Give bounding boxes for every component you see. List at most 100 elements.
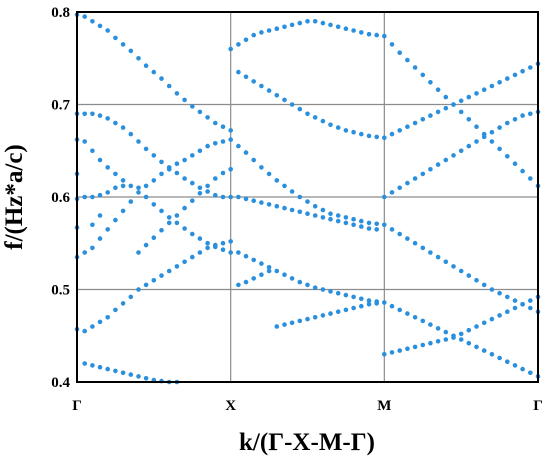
data-point-0-269 — [397, 307, 403, 313]
data-point-0-371 — [528, 370, 533, 376]
data-point-0-27 — [97, 157, 103, 163]
y-tick-label-1: 0.5 — [51, 283, 70, 299]
data-point-0-123 — [205, 183, 210, 189]
data-point-0-298 — [428, 340, 433, 346]
data-point-0-139 — [228, 194, 233, 200]
data-point-0-328 — [466, 327, 472, 333]
data-point-0-147 — [236, 42, 241, 47]
data-point-0-347 — [497, 355, 502, 361]
data-point-0-261 — [382, 33, 387, 39]
data-point-0-318 — [458, 268, 464, 274]
data-point-0-218 — [328, 122, 333, 128]
data-point-0-360 — [512, 298, 518, 303]
data-point-0-316 — [451, 335, 456, 340]
data-point-0-122 — [205, 115, 210, 120]
data-point-0-320 — [458, 98, 464, 104]
data-point-0-167 — [266, 265, 272, 270]
data-point-0-351 — [497, 146, 502, 152]
data-point-0-223 — [335, 218, 341, 224]
data-point-0-193 — [297, 209, 303, 215]
data-point-0-280 — [405, 346, 410, 352]
data-point-0-185 — [289, 276, 295, 281]
data-point-0-231 — [343, 26, 349, 32]
data-point-0-196 — [297, 318, 303, 324]
data-point-0-286 — [412, 344, 418, 350]
data-point-0-340 — [481, 320, 487, 326]
data-point-0-121 — [205, 189, 210, 194]
data-point-0-39 — [113, 217, 118, 223]
data-point-0-241 — [359, 224, 364, 229]
data-point-0-81 — [159, 208, 164, 214]
data-point-0-230 — [343, 128, 349, 133]
data-point-0-38 — [113, 307, 118, 313]
data-point-0-352 — [497, 313, 502, 318]
data-point-0-12 — [82, 111, 87, 117]
data-point-0-9 — [82, 250, 87, 255]
data-point-0-244 — [359, 303, 364, 309]
data-point-0-99 — [174, 213, 180, 218]
data-point-0-276 — [405, 236, 410, 241]
data-point-0-76 — [151, 69, 157, 75]
data-point-0-249 — [366, 31, 372, 37]
data-point-0-198 — [305, 199, 310, 204]
data-point-0-350 — [497, 80, 502, 85]
data-point-0-74 — [151, 202, 157, 207]
data-point-0-15 — [90, 324, 95, 329]
data-point-0-364 — [512, 305, 518, 311]
data-point-0-52 — [128, 294, 134, 300]
data-point-0-212 — [320, 118, 326, 124]
data-point-0-110 — [190, 104, 195, 109]
data-point-0-341 — [489, 352, 495, 357]
data-point-0-51 — [120, 370, 126, 376]
data-point-0-41 — [113, 171, 118, 177]
data-point-0-307 — [443, 157, 449, 163]
data-point-0-202 — [305, 316, 310, 322]
data-point-0-152 — [243, 74, 249, 80]
data-point-0-284 — [412, 120, 418, 126]
data-point-0-192 — [297, 194, 303, 200]
data-point-0-46 — [120, 208, 126, 214]
data-point-0-128 — [213, 120, 218, 126]
data-point-0-177 — [274, 26, 280, 32]
data-point-0-367 — [520, 113, 525, 118]
y-tick-label-4: 0.8 — [51, 5, 70, 21]
data-point-0-355 — [505, 120, 510, 126]
data-point-0-31 — [105, 315, 110, 320]
data-point-0-33 — [105, 190, 110, 195]
data-point-0-278 — [405, 124, 410, 129]
data-point-0-100 — [182, 259, 187, 265]
data-point-0-305 — [443, 329, 449, 335]
data-point-0-288 — [420, 245, 426, 251]
data-point-0-78 — [151, 235, 157, 240]
data-point-0-42 — [113, 120, 118, 126]
data-point-0-227 — [343, 292, 349, 298]
data-point-0-266 — [389, 131, 395, 137]
data-point-0-327 — [466, 117, 472, 122]
data-point-0-349 — [497, 125, 502, 130]
data-point-0-162 — [259, 165, 264, 170]
data-point-0-47 — [120, 183, 126, 189]
data-point-0-242 — [359, 131, 364, 137]
data-point-0-141 — [228, 167, 233, 172]
data-point-0-71 — [143, 242, 149, 248]
data-point-0-58 — [136, 287, 141, 292]
data-point-0-151 — [243, 196, 249, 202]
x-tick-label-2: M — [377, 398, 391, 414]
data-point-0-163 — [259, 200, 264, 205]
x-axis-title: k/(Γ-X-M-Γ) — [239, 429, 375, 456]
data-point-0-116 — [197, 109, 203, 115]
data-point-0-155 — [251, 257, 256, 263]
data-point-0-219 — [328, 22, 333, 28]
data-point-0-224 — [335, 125, 341, 130]
data-point-0-26 — [97, 192, 103, 198]
data-point-0-28 — [97, 113, 103, 118]
data-point-0-248 — [366, 133, 372, 139]
data-point-0-148 — [236, 282, 241, 288]
y-tick-label-3: 0.7 — [51, 98, 70, 114]
data-point-0-258 — [382, 222, 387, 228]
data-point-0-145 — [236, 194, 241, 200]
data-point-0-331 — [474, 139, 479, 144]
data-point-0-120 — [205, 240, 210, 246]
